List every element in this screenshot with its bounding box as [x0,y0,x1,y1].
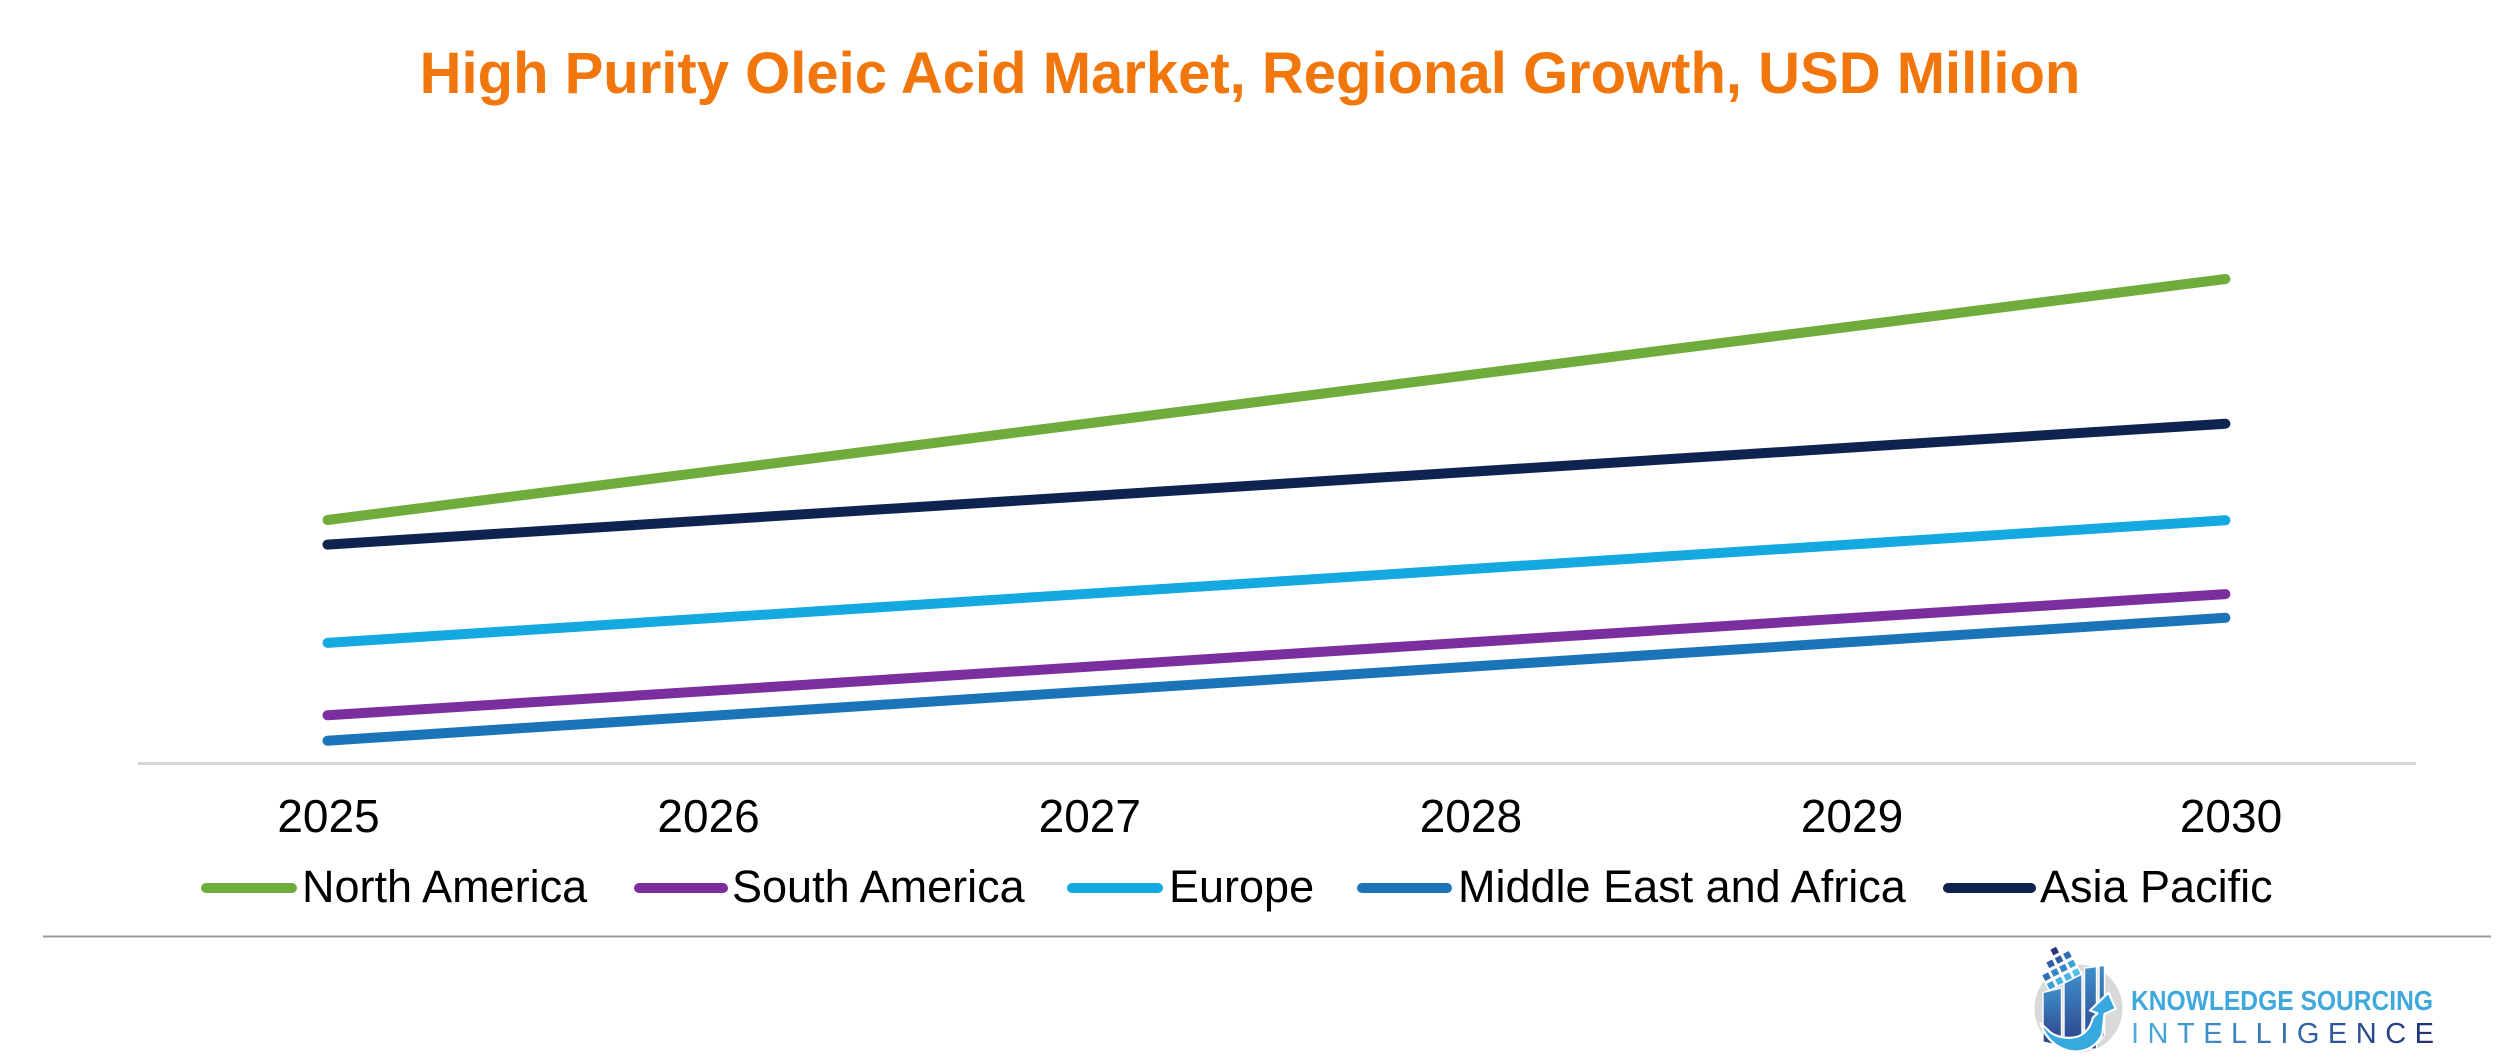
svg-text:2030: 2030 [2180,790,2282,842]
svg-text:North America: North America [302,861,588,912]
svg-text:South America: South America [732,861,1026,912]
svg-text:KNOWLEDGE SOURCING: KNOWLEDGE SOURCING [2131,985,2433,1016]
svg-text:Middle East and Africa: Middle East and Africa [1458,861,1907,912]
svg-text:Europe: Europe [1169,861,1314,912]
svg-text:INTELLIGENCE: INTELLIGENCE [2131,1018,2434,1050]
svg-text:2026: 2026 [657,790,759,842]
svg-text:2029: 2029 [1801,790,1903,842]
svg-text:2027: 2027 [1039,790,1141,842]
svg-text:High Purity Oleic Acid Market,: High Purity Oleic Acid Market, Regional … [420,41,2081,106]
svg-text:2025: 2025 [277,790,379,842]
svg-text:Asia Pacific: Asia Pacific [2040,861,2273,912]
svg-text:2028: 2028 [1420,790,1522,842]
